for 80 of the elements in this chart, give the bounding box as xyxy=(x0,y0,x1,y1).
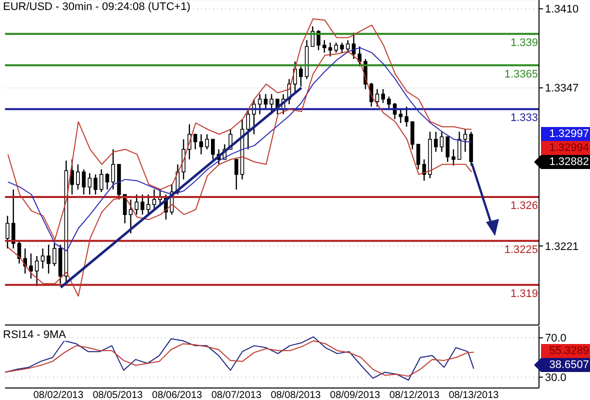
x-tick-label: 08/05/2013 xyxy=(92,390,144,400)
candlestick xyxy=(264,94,268,110)
text: 55.3289 xyxy=(541,344,590,358)
x-tick-label: 08/06/2013 xyxy=(152,390,203,400)
chart-title: EUR/USD - 30min - 09:24:08 (UTC+1) xyxy=(3,1,190,13)
candlestick xyxy=(52,242,56,267)
candlestick xyxy=(105,172,110,190)
text: 1.32994 xyxy=(541,140,590,155)
candlestick xyxy=(410,121,414,150)
y-tick-label: 1.3347 xyxy=(545,82,579,95)
line-series xyxy=(7,18,472,240)
candlestick xyxy=(422,158,426,182)
candlestick xyxy=(46,244,50,274)
ref-line-label: 1.319 xyxy=(510,288,538,300)
candlestick xyxy=(316,30,320,51)
candlestick xyxy=(193,134,198,150)
candlestick xyxy=(29,252,33,280)
candlestick xyxy=(416,144,420,170)
candlestick xyxy=(387,96,391,110)
candlestick xyxy=(375,88,380,108)
candlestick xyxy=(293,60,297,94)
x-tick-label: 08/02/2013 xyxy=(33,390,84,400)
text: 1.32882 xyxy=(541,154,590,169)
candlestick xyxy=(452,148,456,166)
x-tick-label: 08/13/2013 xyxy=(448,390,500,400)
candlestick xyxy=(182,138,186,180)
ref-line-label: 1.333 xyxy=(510,112,538,124)
candlestick xyxy=(122,194,127,224)
candlestick xyxy=(94,174,98,196)
x-tick-label: 08/12/2013 xyxy=(389,390,440,400)
ref-line-label: 1.3225 xyxy=(504,244,538,256)
y-tick-label: 30.0 xyxy=(545,372,566,384)
x-tick-label: 08/09/2013 xyxy=(330,390,381,400)
candlestick xyxy=(76,164,80,190)
candlestick xyxy=(199,134,204,155)
ref-line-label: 1.326 xyxy=(510,200,538,212)
ref-line-label: 1.3365 xyxy=(504,68,538,80)
candlestick xyxy=(11,188,16,250)
candlestick xyxy=(128,198,133,234)
candlestick xyxy=(381,88,385,104)
line-series xyxy=(7,50,472,297)
line-series xyxy=(7,47,472,252)
candlestick xyxy=(258,94,262,115)
candlestick xyxy=(446,136,450,162)
candlestick xyxy=(346,40,350,54)
candlestick xyxy=(322,40,326,54)
candlestick xyxy=(334,42,338,54)
y-tick-label: 1.3221 xyxy=(545,240,579,253)
chart-title: RSI14 - 9MA xyxy=(3,329,66,341)
candlestick xyxy=(146,194,150,216)
candlestick xyxy=(463,128,468,152)
candlestick xyxy=(6,215,10,250)
candlestick xyxy=(134,194,138,216)
y-tick-label: 70.0 xyxy=(545,332,566,345)
candlestick xyxy=(205,134,209,150)
candlestick xyxy=(152,188,156,210)
candlestick xyxy=(434,131,438,152)
candlestick xyxy=(140,194,144,216)
text: 1.32997 xyxy=(541,126,590,141)
x-tick-label: 08/08/2013 xyxy=(270,390,322,400)
candlestick xyxy=(82,168,86,196)
candlestick xyxy=(234,158,238,190)
candlestick xyxy=(404,106,408,128)
candlestick xyxy=(88,172,92,196)
candlestick xyxy=(34,255,39,287)
candlestick xyxy=(358,46,362,68)
candlestick xyxy=(299,66,303,88)
candlestick xyxy=(210,138,215,160)
candlestick xyxy=(111,148,116,190)
y-tick-label: 1.3410 xyxy=(545,4,579,16)
candlestick xyxy=(23,248,28,274)
ref-line-label: 1.339 xyxy=(510,36,538,49)
candlestick xyxy=(246,108,250,150)
candlestick xyxy=(70,158,74,196)
candlestick xyxy=(440,131,444,152)
candlestick xyxy=(40,248,45,270)
candlestick xyxy=(340,42,344,54)
candlestick xyxy=(99,168,104,193)
text: 38.6507 xyxy=(541,358,590,372)
x-tick-label: 08/07/2013 xyxy=(211,390,262,400)
